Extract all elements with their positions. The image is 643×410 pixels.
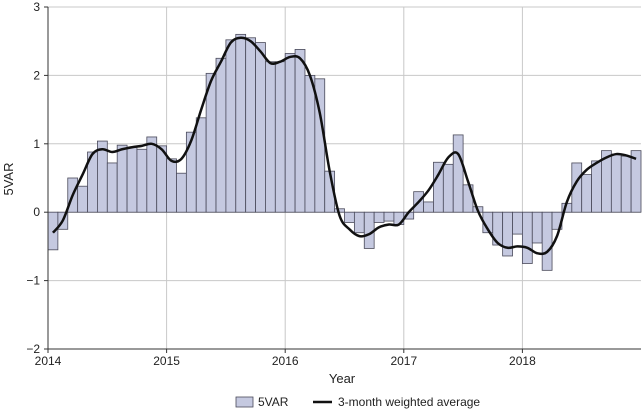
bar (116, 144, 128, 213)
legend-line-label: 3-month weighted average (338, 395, 480, 409)
bar (294, 49, 306, 213)
bar (126, 146, 138, 213)
bar (235, 33, 247, 213)
legend-bar-label: 5VAR (258, 395, 289, 409)
bar (166, 158, 177, 213)
y-tick-labels: 3 2 1 0 −1 −2 (26, 0, 40, 356)
bar (225, 39, 237, 213)
axes (44, 6, 641, 353)
bar (146, 136, 158, 213)
legend: 5VAR 3-month weighted average (235, 395, 480, 409)
legend-bar-swatch (235, 396, 254, 408)
bar (284, 53, 296, 213)
bar (610, 153, 622, 213)
bar (136, 148, 148, 213)
weighted-average-line (51, 36, 637, 256)
bar (265, 61, 276, 213)
bar (452, 134, 464, 213)
bar (630, 150, 642, 213)
x-tick-labels: 2014 2015 2016 2017 2018 (35, 354, 536, 368)
bar (274, 61, 286, 213)
bar (620, 155, 632, 213)
bars (47, 33, 642, 271)
y-tick-label: 3 (33, 0, 40, 14)
bar (512, 211, 523, 235)
bar (106, 162, 118, 213)
bar (344, 211, 355, 223)
x-axis-title: Year (329, 371, 356, 386)
bar (581, 174, 592, 213)
bar (97, 140, 108, 213)
x-tick-label: 2018 (509, 354, 536, 368)
y-tick-label: 1 (33, 137, 40, 151)
bar (156, 145, 167, 213)
bar (353, 211, 365, 234)
bar (245, 37, 256, 213)
y-tick-label: 0 (33, 205, 40, 219)
bar (205, 72, 217, 213)
x-tick-label: 2015 (153, 354, 180, 368)
bar (591, 160, 602, 213)
bar (215, 57, 227, 213)
x-tick-label: 2016 (272, 354, 299, 368)
bar (185, 131, 197, 213)
y-axis-title: 5VAR (1, 163, 16, 196)
y-tick-label: −2 (26, 342, 40, 356)
y-tick-label: 2 (33, 68, 40, 82)
bar (304, 75, 316, 213)
bar (531, 211, 543, 244)
x-tick-label: 2017 (390, 354, 417, 368)
x-tick-label: 2014 (35, 354, 62, 368)
bar (176, 172, 187, 213)
bar (383, 211, 395, 222)
y-tick-label: −1 (26, 274, 40, 288)
bar (195, 117, 207, 213)
bar (541, 211, 553, 271)
bar (442, 163, 454, 213)
bar (373, 211, 385, 223)
bar (522, 211, 533, 264)
bar (77, 185, 88, 213)
bar (255, 42, 266, 213)
bar (502, 211, 513, 257)
bar (423, 201, 434, 213)
